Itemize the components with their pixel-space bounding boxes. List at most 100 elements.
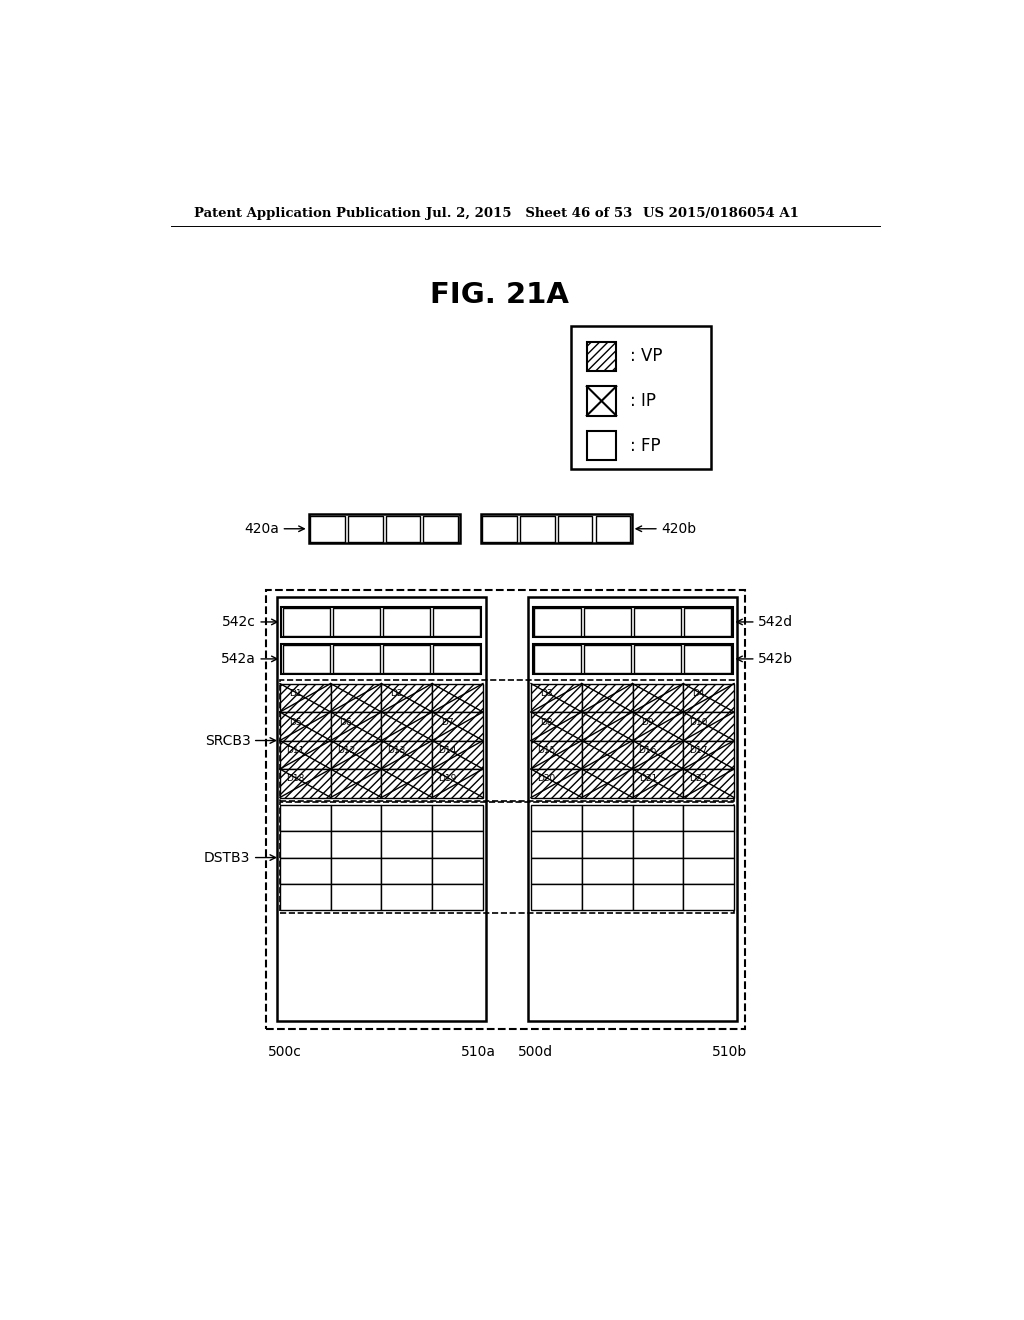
Bar <box>331 858 381 884</box>
Bar <box>633 858 683 884</box>
Text: D3: D3 <box>540 689 553 698</box>
Bar <box>280 832 331 858</box>
Bar <box>432 832 483 858</box>
Bar <box>333 609 380 636</box>
Bar <box>532 644 732 675</box>
Text: D14: D14 <box>438 746 457 755</box>
Text: : IP: : IP <box>630 392 656 411</box>
Bar <box>432 858 483 884</box>
Bar <box>531 684 582 711</box>
Text: 542c: 542c <box>222 615 256 628</box>
Bar <box>535 609 581 636</box>
Bar <box>684 645 731 673</box>
Bar <box>683 805 734 832</box>
Bar <box>283 609 330 636</box>
Text: Patent Application Publication: Patent Application Publication <box>194 207 421 220</box>
Bar <box>480 515 632 544</box>
Bar <box>683 770 734 797</box>
Bar <box>381 711 432 741</box>
Bar <box>283 645 330 673</box>
Text: D17: D17 <box>689 746 708 755</box>
Bar <box>424 516 458 543</box>
Text: D18: D18 <box>286 775 304 784</box>
Bar <box>280 684 331 711</box>
Bar <box>633 770 683 797</box>
Bar <box>381 832 432 858</box>
Bar <box>633 805 683 832</box>
Bar <box>331 884 381 909</box>
Bar <box>683 832 734 858</box>
Bar <box>381 805 432 832</box>
Bar <box>587 430 616 461</box>
Bar <box>582 684 633 711</box>
Text: D9: D9 <box>641 718 654 726</box>
Text: D6: D6 <box>340 718 352 726</box>
Bar <box>558 516 593 543</box>
Text: D21: D21 <box>639 775 656 784</box>
Bar <box>531 805 582 832</box>
Text: FIG. 21A: FIG. 21A <box>430 281 569 309</box>
Bar <box>331 684 381 711</box>
Bar <box>432 711 483 741</box>
Text: : VP: : VP <box>630 347 663 366</box>
Bar <box>280 803 734 913</box>
Text: D19: D19 <box>438 775 457 784</box>
Bar <box>582 805 633 832</box>
Bar <box>683 884 734 909</box>
Text: 542a: 542a <box>221 652 256 665</box>
Bar <box>432 741 483 770</box>
Bar <box>280 770 331 797</box>
Text: US 2015/0186054 A1: US 2015/0186054 A1 <box>643 207 800 220</box>
Bar <box>433 645 480 673</box>
Bar <box>531 741 582 770</box>
Bar <box>331 711 381 741</box>
Bar <box>280 884 331 909</box>
Bar <box>276 598 486 1020</box>
Text: D10: D10 <box>689 718 708 726</box>
Bar <box>531 832 582 858</box>
Bar <box>280 741 331 770</box>
Bar <box>532 607 732 638</box>
Bar <box>432 884 483 909</box>
Text: : FP: : FP <box>630 437 660 454</box>
Bar <box>582 770 633 797</box>
Bar <box>683 741 734 770</box>
Text: 420a: 420a <box>245 521 280 536</box>
Text: D5: D5 <box>289 718 301 726</box>
Bar <box>633 741 683 770</box>
Text: Jul. 2, 2015   Sheet 46 of 53: Jul. 2, 2015 Sheet 46 of 53 <box>426 207 633 220</box>
Bar <box>331 832 381 858</box>
Bar <box>633 684 683 711</box>
Bar <box>584 645 631 673</box>
Bar <box>634 645 681 673</box>
Text: D11: D11 <box>286 746 304 755</box>
Bar <box>280 681 734 800</box>
Text: 500c: 500c <box>267 1045 301 1060</box>
Bar <box>531 884 582 909</box>
Bar <box>684 609 731 636</box>
Bar <box>266 590 744 1028</box>
Bar <box>633 711 683 741</box>
Text: D16: D16 <box>639 746 657 755</box>
Text: 500d: 500d <box>518 1045 553 1060</box>
Bar <box>432 770 483 797</box>
Bar <box>282 607 481 638</box>
Text: D8: D8 <box>540 718 553 726</box>
Bar <box>683 711 734 741</box>
Bar <box>308 515 460 544</box>
Text: D22: D22 <box>689 775 708 784</box>
Bar <box>531 770 582 797</box>
Text: 542b: 542b <box>758 652 794 665</box>
Bar <box>280 858 331 884</box>
Bar <box>535 645 581 673</box>
Bar <box>683 858 734 884</box>
Bar <box>381 858 432 884</box>
Bar <box>582 711 633 741</box>
Text: 420b: 420b <box>662 521 696 536</box>
Bar <box>596 516 630 543</box>
Bar <box>582 858 633 884</box>
Text: SRCB3: SRCB3 <box>205 734 251 747</box>
Bar <box>520 516 555 543</box>
Bar <box>683 684 734 711</box>
Bar <box>587 387 616 416</box>
